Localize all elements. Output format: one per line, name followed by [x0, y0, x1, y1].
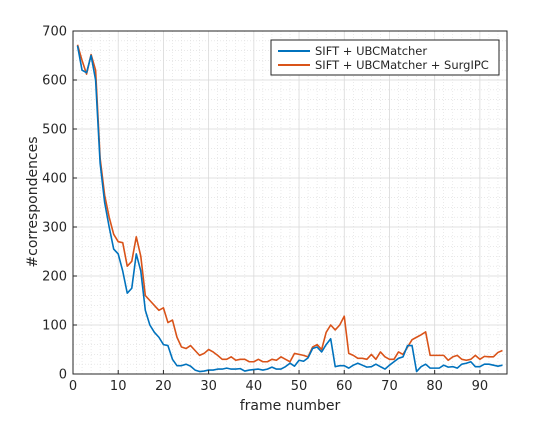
x-tick-label: 90	[472, 379, 489, 394]
y-tick-label: 0	[59, 368, 67, 383]
y-tick-label: 700	[42, 25, 67, 40]
series-line-1	[76, 44, 503, 363]
legend-label-sift: SIFT + UBCMatcher	[315, 44, 427, 58]
x-tick-label: 80	[426, 379, 443, 394]
series-layer	[76, 44, 503, 373]
y-tick-label: 100	[42, 319, 67, 334]
legend: SIFT + UBCMatcher SIFT + UBCMatcher + Su…	[270, 39, 500, 76]
plot-frame	[72, 30, 508, 375]
minor-grid	[73, 31, 507, 374]
y-tick-label: 600	[42, 74, 67, 89]
y-tick-label: 500	[42, 123, 67, 138]
y-tick-label: 300	[42, 221, 67, 236]
x-tick-label: 60	[336, 379, 353, 394]
x-tick-label: 30	[200, 379, 217, 394]
legend-box	[270, 39, 500, 76]
legend-label-surgipc: SIFT + UBCMatcher + SurgIPC	[315, 58, 489, 72]
axis-ticks: 0 10 20 30 40 50 60 70 80 90 0 100 200 300 400 500 600 70…	[42, 25, 488, 395]
x-tick-label: 20	[155, 379, 172, 394]
x-tick-label: 40	[246, 379, 263, 394]
y-axis-label: #correspondences	[25, 136, 41, 267]
x-tick-label: 50	[291, 379, 308, 394]
y-tick-label: 400	[42, 172, 67, 187]
x-tick-label: 10	[110, 379, 127, 394]
x-axis-label: frame number	[240, 398, 341, 414]
series-line-0	[76, 45, 503, 373]
y-tick-label: 200	[42, 270, 67, 285]
x-tick-label: 70	[381, 379, 398, 394]
x-tick-label: 0	[69, 379, 77, 394]
